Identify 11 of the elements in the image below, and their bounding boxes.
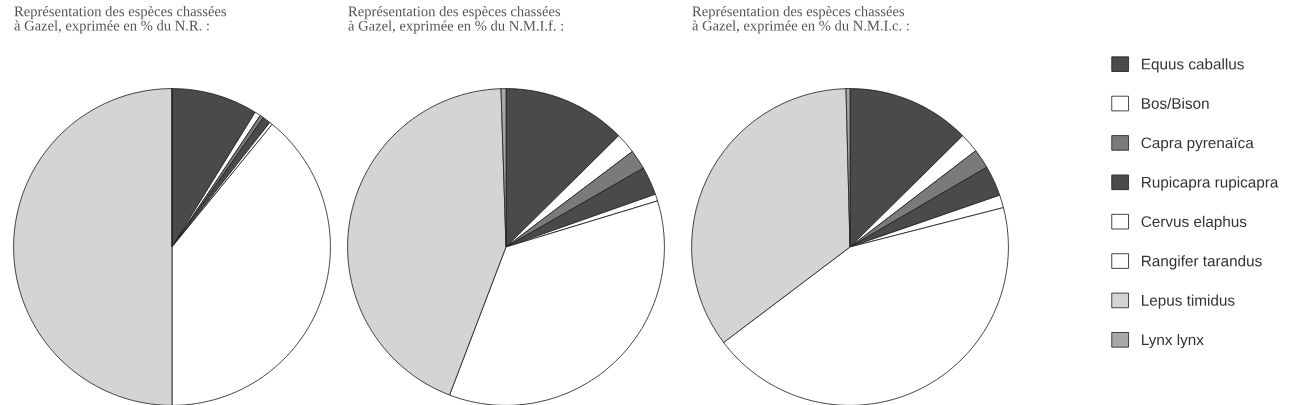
chart-title: Représentation des espèces chassées à Gazel, exprimée en % du N.M.I.c. :	[692, 6, 909, 34]
legend-label: Equus caballus	[1142, 58, 1244, 73]
chart-title: Représentation des espèces chassées à Gazel, exprimée en % du N.M.I.f. :	[348, 6, 564, 34]
legend-label: Rupicapra rupicapra	[1142, 176, 1279, 191]
legend-label: Lepus timidus	[1142, 294, 1235, 309]
legend-label: Lynx lynx	[1142, 333, 1204, 349]
chart-title: Représentation des espèces chassées à Gazel, exprimée en % du N.R. :	[14, 6, 227, 34]
legend-label: Capra pyrenaïca	[1141, 137, 1254, 152]
legend-label: Cervus elaphus	[1141, 215, 1247, 231]
legend-label: Bos/Bison	[1142, 97, 1209, 109]
legend-label: Rangifer tarandus	[1142, 255, 1262, 270]
